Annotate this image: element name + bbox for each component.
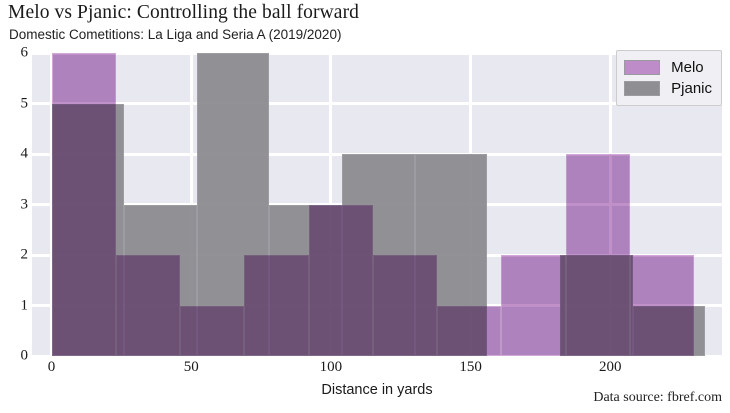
- bar-melo[interactable]: [51, 53, 116, 356]
- gridline-horizontal: [32, 102, 722, 105]
- legend-item-melo[interactable]: Melo: [624, 57, 712, 78]
- plot-area: [32, 51, 722, 358]
- bar-melo[interactable]: [244, 255, 309, 356]
- y-axis: 0 1 2 3 4 5 6: [0, 0, 29, 413]
- y-tick-label: 1: [20, 297, 29, 313]
- y-tick-label: 2: [20, 246, 29, 263]
- y-tick-label: 5: [20, 95, 29, 111]
- page-title: Melo vs Pjanic: Controlling the ball for…: [8, 2, 360, 23]
- bar-melo[interactable]: [180, 305, 245, 356]
- y-tick-label: 3: [20, 196, 29, 212]
- legend-label-pjanic: Pjanic: [671, 80, 712, 97]
- bar-melo[interactable]: [115, 255, 181, 356]
- x-tick-label: 150: [459, 359, 482, 375]
- legend[interactable]: Melo Pjanic: [616, 50, 722, 106]
- data-source-note: Data source: fbref.com: [593, 390, 722, 405]
- bar-melo[interactable]: [308, 204, 373, 356]
- legend-label-melo: Melo: [671, 59, 704, 76]
- y-tick-label: 0: [20, 347, 29, 364]
- bar-melo[interactable]: [372, 255, 438, 356]
- y-tick-label: 6: [20, 44, 29, 61]
- x-tick-label: 100: [319, 359, 343, 375]
- bar-melo[interactable]: [437, 305, 502, 356]
- bar-melo[interactable]: [629, 255, 695, 356]
- bar-melo[interactable]: [565, 154, 630, 356]
- legend-item-pjanic[interactable]: Pjanic: [624, 78, 712, 99]
- x-tick-label: 50: [183, 359, 199, 375]
- legend-swatch-pjanic: [624, 81, 661, 96]
- chart-subtitle: Domestic Cometitions: La Liga and Seria …: [9, 27, 342, 42]
- y-tick-label: 4: [20, 145, 29, 162]
- x-tick-label: 0: [47, 359, 56, 375]
- legend-swatch-melo: [624, 60, 661, 75]
- x-axis-label: Distance in yards: [321, 382, 433, 398]
- x-tick-label: 200: [599, 359, 622, 375]
- gridline-horizontal: [32, 354, 722, 358]
- bar-melo[interactable]: [501, 255, 566, 356]
- gridline-horizontal: [32, 51, 722, 55]
